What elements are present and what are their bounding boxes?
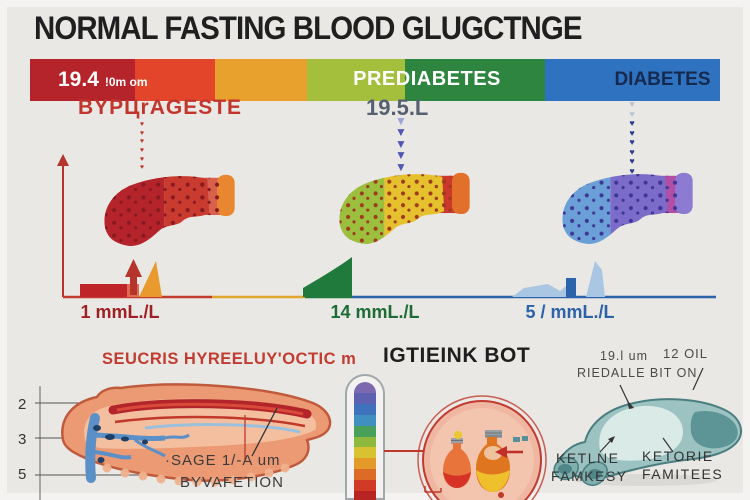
organ-label-oil: 12 OIL: [663, 346, 709, 361]
thermometer-gradient: [354, 382, 376, 500]
bar-label-prediabetes: PREDIABETES: [353, 68, 501, 90]
page-title: NORMAL FASTING BLOOD GLUGCTNGE: [34, 10, 582, 46]
axis-value-diabetes: 5 / mmL./L: [525, 302, 615, 322]
anatomical-liver-diagram: [35, 383, 332, 500]
liver-illustration-diabetes: [562, 172, 693, 244]
teal-organ-diagram: [553, 367, 742, 486]
bar-range-label: 19.4 !0m om: [58, 68, 148, 92]
prediabetes-column-heading: 19.5.L: [366, 95, 429, 120]
axis-chart-graphic: [57, 154, 716, 299]
glucose-category-bar: 19.4 !0m om PREDIABETES DIABETES: [30, 59, 720, 101]
organ-label-ketlne: KETLNE: [556, 450, 620, 466]
dotted-arrow-down-right-icon: ♥ ♥ ♥ ♥ ♥ ♥ ♥ ♥: [629, 99, 635, 176]
bar-segment-darkred: [30, 59, 135, 101]
thermometer-gauge: [345, 374, 385, 500]
bar-segment-blue: [545, 59, 720, 101]
ruler-label-3: 5: [18, 466, 27, 483]
bar-segment-yellowgreen: [307, 59, 405, 101]
bar-range-sub: !0m om: [104, 75, 148, 89]
organ-label-famkesy: FAMKESY: [551, 468, 628, 484]
axis-value-normal: 1 mmL./L: [80, 302, 160, 322]
thermometer-leader-line: [384, 450, 446, 452]
liver-caption-line2: BYVAFETION: [180, 474, 284, 491]
normal-column-heading: BYPЦrAGESTE: [78, 96, 243, 119]
bar-segment-green: [405, 59, 545, 101]
bar-segment-orangered: [135, 59, 215, 101]
bar-label-diabetes: DIABETES: [614, 69, 711, 90]
cell-circle-diagram: [417, 395, 547, 500]
ruler-label-2: 3: [18, 431, 27, 448]
ruler-label-1: 2: [18, 396, 27, 413]
axis-value-prediabetes: 14 mmL./L: [330, 302, 420, 322]
organ-label-famitees: FAMITEES: [642, 466, 724, 482]
bottom-center-heading: IGTIEINK BOT: [383, 344, 531, 367]
liver-caption-line1: ·SAGE 1/-A um: [165, 452, 281, 469]
bar-range-value: 19.4: [58, 68, 99, 91]
bottom-left-heading: SEUCRIS HYREELUY'OCTIC m: [102, 350, 357, 368]
liver-illustration-prediabetes: [339, 172, 470, 244]
organ-label-measure: 19.l um: [600, 349, 648, 363]
organ-label-riedalle: RIEDALLE BIT ON: [577, 366, 698, 380]
liver-illustration-normal: [104, 174, 235, 246]
organ-label-ketorie: KETORIE: [642, 448, 714, 464]
dotted-arrow-down-left-icon: ♥ ♥ ♥ ♥ ♥ ♥: [139, 121, 145, 172]
bar-segment-amber: [215, 59, 307, 101]
